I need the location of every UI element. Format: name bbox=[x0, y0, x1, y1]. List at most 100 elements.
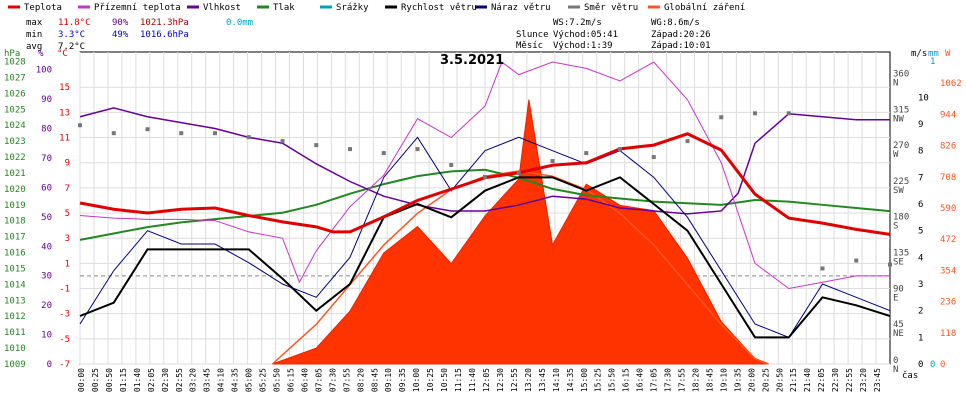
wind-direction-point bbox=[753, 111, 757, 116]
tick-pct: 30 bbox=[41, 272, 52, 282]
wind-direction-point bbox=[888, 262, 892, 267]
tick-time: 16:40 bbox=[636, 368, 645, 392]
tick-wm2: 1062 bbox=[940, 79, 962, 89]
tick-time: 02:05 bbox=[147, 368, 156, 392]
tick-hpa: 1015 bbox=[4, 264, 26, 274]
wind-direction-point bbox=[651, 155, 656, 160]
tick-hpa: 1011 bbox=[4, 328, 26, 338]
tick-hpa: 1024 bbox=[4, 121, 26, 131]
tick-time: 11:15 bbox=[454, 368, 463, 392]
tick-hpa: 1013 bbox=[4, 296, 26, 306]
tick-pct: 90 bbox=[41, 95, 52, 105]
wind-direction-point bbox=[584, 151, 589, 156]
tick-time: 07:05 bbox=[314, 368, 323, 392]
tick-time: 20:50 bbox=[775, 368, 784, 392]
tick-time: 03:45 bbox=[203, 368, 212, 392]
tick-time: 05:25 bbox=[259, 368, 268, 392]
tick-pct: 60 bbox=[41, 183, 52, 193]
tick-dir-deg: 270 bbox=[893, 141, 909, 151]
tick-dir-deg: 180 bbox=[893, 213, 909, 223]
series-line-tlak bbox=[79, 168, 891, 241]
time-axis-label: čas bbox=[902, 370, 918, 381]
wind-direction-point bbox=[179, 131, 184, 136]
tick-hpa: 1025 bbox=[4, 105, 26, 115]
wind-direction-point bbox=[719, 115, 724, 120]
info-sun-set: Západ:20:26 bbox=[651, 30, 711, 40]
wind-direction-point bbox=[145, 127, 150, 132]
tick-pct: 10 bbox=[41, 331, 52, 341]
series-globalni-zareni bbox=[272, 99, 769, 365]
series-line-p-zemn-teplota bbox=[79, 61, 890, 290]
stat-max-hum: 90% bbox=[112, 18, 129, 28]
tick-ms: 8 bbox=[918, 147, 923, 157]
tick-wm2: 0 bbox=[940, 360, 945, 370]
series-line-vlhkost bbox=[79, 107, 890, 215]
tick-time: 12:55 bbox=[510, 368, 519, 392]
tick-ms: 6 bbox=[918, 200, 923, 210]
tick-degc: -5 bbox=[59, 335, 70, 345]
tick-pct: 40 bbox=[41, 242, 52, 252]
tick-degc: 5 bbox=[65, 209, 70, 219]
info-moon-label: Měsíc bbox=[516, 41, 543, 51]
info-moon-rise: Východ:1:39 bbox=[553, 41, 613, 51]
unit-hpa: hPa bbox=[4, 49, 20, 59]
tick-time: 00:00 bbox=[77, 368, 86, 392]
unit-ms: m/s bbox=[911, 49, 927, 59]
tick-wm2: 472 bbox=[940, 235, 956, 245]
stat-max-rain: 0.0mm bbox=[226, 18, 253, 28]
tick-time: 13:45 bbox=[538, 368, 547, 392]
tick-hpa: 1017 bbox=[4, 233, 26, 243]
axis-units: hPa % °C m/s mm W čas bbox=[4, 49, 951, 381]
tick-dir-compass: N bbox=[893, 78, 898, 88]
tick-dir-deg: 225 bbox=[893, 177, 909, 187]
tick-ms: 5 bbox=[918, 227, 923, 237]
tick-time: 21:40 bbox=[803, 368, 812, 392]
series-line-rychlost-v-tru bbox=[79, 176, 891, 339]
series-line-n-raz-v-tru bbox=[79, 136, 891, 338]
unit-w: W bbox=[945, 49, 951, 59]
legend-label: Náraz větru bbox=[491, 3, 551, 13]
stats-block: max 11.8°C 90% 1021.3hPa 0.0mm min 3.3°C… bbox=[26, 18, 253, 52]
legend-label: Globální záření bbox=[664, 3, 745, 13]
tick-degc: 3 bbox=[65, 234, 70, 244]
tick-ms: 3 bbox=[918, 280, 923, 290]
tick-time: 19:35 bbox=[733, 368, 742, 392]
stat-min-hum: 49% bbox=[112, 30, 129, 40]
tick-time: 22:05 bbox=[817, 368, 826, 392]
tick-ms: 2 bbox=[918, 307, 923, 317]
wind-direction-point bbox=[415, 147, 420, 152]
tick-wm2: 944 bbox=[940, 110, 956, 120]
tick-time: 18:45 bbox=[705, 368, 714, 392]
tick-time: 19:10 bbox=[719, 368, 728, 392]
info-block: WS:7.2m/s WG:8.6m/s Slunce Východ:05:41 … bbox=[516, 18, 711, 51]
stat-avg-temp: 7.2°C bbox=[58, 42, 85, 52]
tick-wm2: 236 bbox=[940, 298, 956, 308]
left-axes: 1028102710261025102410231022102110201019… bbox=[4, 58, 70, 370]
tick-wm2: 708 bbox=[940, 173, 956, 183]
tick-ms: 1 bbox=[918, 333, 923, 343]
tick-time: 05:50 bbox=[273, 368, 282, 392]
time-axis: 00:00 00:25 00:50 01:15 01:40 02:05 02:30 02:55… bbox=[77, 368, 882, 392]
tick-hpa: 1022 bbox=[4, 153, 26, 163]
wind-direction-point bbox=[348, 147, 352, 152]
tick-pct: 0 bbox=[47, 360, 52, 370]
wind-direction-point bbox=[854, 258, 859, 263]
unit-mm: mm bbox=[928, 49, 939, 59]
tick-ms: 4 bbox=[918, 253, 923, 263]
tick-time: 16:15 bbox=[622, 368, 631, 392]
legend-label: Rychlost větru bbox=[401, 3, 477, 13]
tick-dir-deg: 90 bbox=[893, 284, 904, 294]
tick-time: 07:55 bbox=[342, 368, 351, 392]
tick-time: 04:10 bbox=[217, 368, 226, 392]
series-lines bbox=[78, 61, 892, 365]
info-moon-set: Západ:10:01 bbox=[651, 41, 711, 51]
tick-time: 12:05 bbox=[482, 368, 491, 392]
tick-wm2: 826 bbox=[940, 142, 956, 152]
tick-hpa: 1021 bbox=[4, 169, 26, 179]
tick-time: 04:35 bbox=[231, 368, 240, 392]
tick-wm2: 118 bbox=[940, 329, 956, 339]
wind-direction-point bbox=[78, 123, 82, 128]
wind-direction-point bbox=[381, 151, 386, 156]
stat-max-temp: 11.8°C bbox=[58, 18, 91, 28]
